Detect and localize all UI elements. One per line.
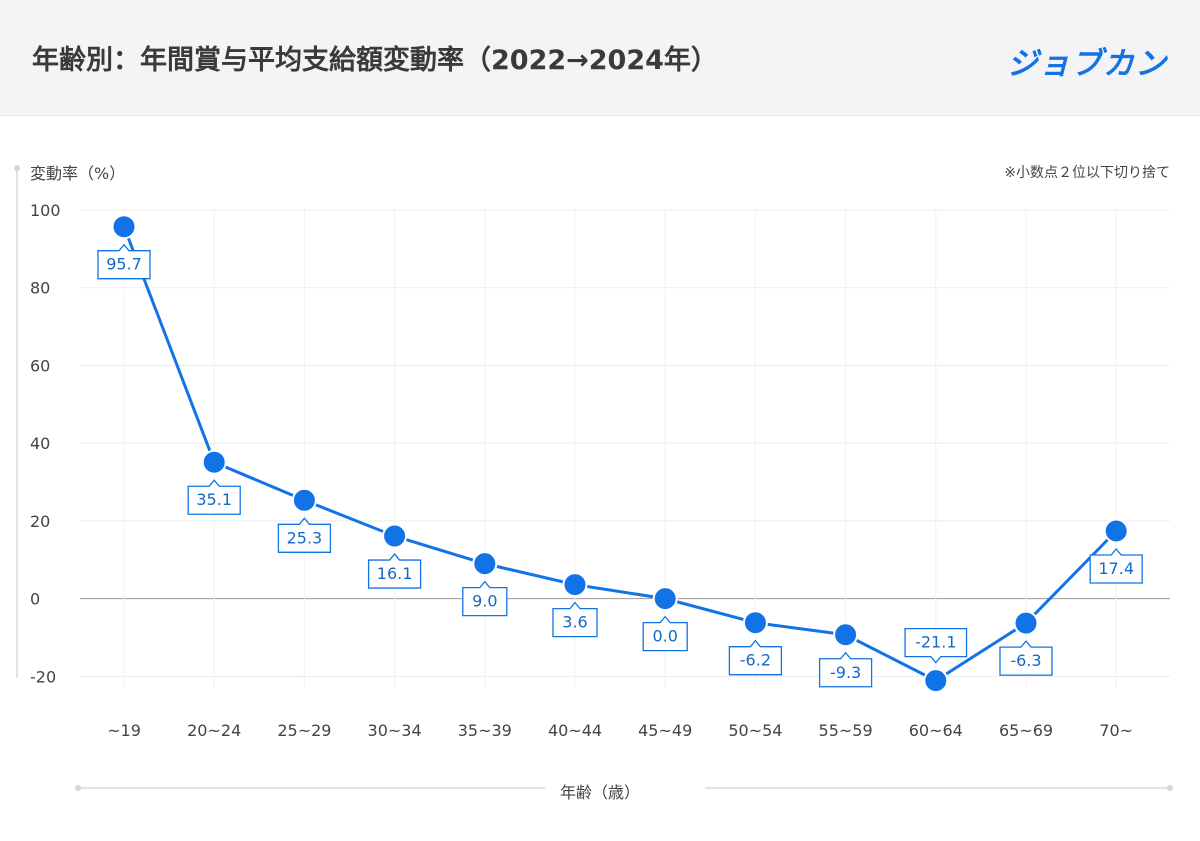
data-point (201, 449, 227, 475)
data-point (833, 622, 859, 648)
x-tick-label: 25~29 (277, 721, 331, 740)
data-label-box (367, 553, 422, 589)
y-tick-label: 0 (30, 590, 40, 609)
data-label-box (904, 627, 968, 664)
data-point (111, 214, 137, 240)
header: 年齢別：年間賞与平均支給額変動率（2022→2024年） ジョブカン (0, 0, 1200, 115)
chart-title: 年齢別：年間賞与平均支給額変動率（2022→2024年） (32, 45, 718, 76)
data-point (291, 487, 317, 513)
x-tick-label: 65~69 (999, 721, 1053, 740)
x-tick-label: 35~39 (458, 721, 512, 740)
data-label-box (462, 580, 508, 617)
data-label: 35.1 (196, 490, 232, 509)
chart-panel (0, 115, 1200, 841)
data-label-box (277, 517, 332, 553)
footnote: ※小数点２位以下切り捨て (1004, 165, 1170, 181)
data-label: -9.3 (830, 663, 861, 682)
y-tick-label: 20 (30, 512, 50, 531)
series-line (122, 226, 1118, 683)
data-label-box (999, 640, 1053, 676)
data-label-box (728, 639, 783, 676)
data-point (472, 551, 498, 577)
data-label: -21.1 (915, 633, 956, 652)
data-label-box (642, 615, 688, 652)
data-point (1103, 518, 1129, 544)
y-tick-label: 80 (30, 279, 50, 298)
x-tick-label: 40~44 (548, 721, 602, 740)
data-point (923, 668, 949, 694)
y-tick-label: 60 (30, 356, 50, 375)
data-label: 3.6 (562, 613, 587, 632)
x-title-rule-cap-right (1167, 785, 1173, 791)
y-axis-cap (14, 165, 20, 171)
data-point (382, 523, 408, 549)
x-axis-title: 年齢（歳） (559, 783, 640, 802)
data-point (742, 610, 768, 636)
data-label-box (552, 601, 598, 638)
x-tick-label: 20~24 (187, 721, 241, 740)
x-tick-label: 70~ (1099, 721, 1133, 740)
x-tick-label: 55~59 (819, 721, 873, 740)
y-tick-label: -20 (30, 667, 56, 686)
x-tick-label: ~19 (107, 721, 141, 740)
data-point (562, 572, 588, 598)
data-label: 17.4 (1098, 559, 1134, 578)
x-tick-label: 60~64 (909, 721, 963, 740)
x-tick-label: 30~34 (368, 721, 422, 740)
y-tick-label: 40 (30, 434, 50, 453)
data-point (652, 586, 678, 612)
data-label: -6.2 (740, 651, 771, 670)
data-label-box (1089, 547, 1143, 584)
data-label: 95.7 (106, 255, 142, 274)
x-tick-label: 50~54 (728, 721, 782, 740)
data-label: 9.0 (472, 592, 497, 611)
data-label: -6.3 (1010, 651, 1041, 670)
brand-logo: ジョブカン (1007, 46, 1167, 82)
data-label-box (97, 243, 151, 280)
data-label-box (818, 651, 873, 688)
data-label-box (187, 479, 241, 515)
x-title-rule-cap-left (75, 785, 81, 791)
y-tick-label: 100 (30, 201, 61, 220)
x-tick-label: 45~49 (638, 721, 692, 740)
data-label: 25.3 (287, 528, 323, 547)
data-label: 16.1 (377, 564, 413, 583)
data-point (1013, 610, 1039, 636)
y-axis-title: 変動率（%） (30, 164, 126, 183)
data-label: 0.0 (652, 627, 677, 646)
